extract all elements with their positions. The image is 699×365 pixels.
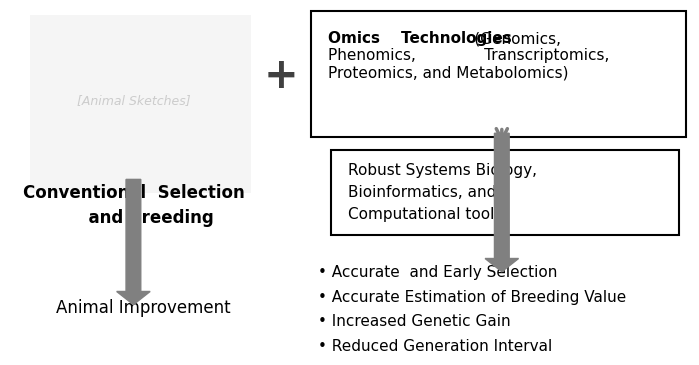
Text: Omics    Technologies: Omics Technologies xyxy=(328,31,512,46)
Text: +: + xyxy=(264,54,298,97)
Text: Conventional  Selection
      and Breeding: Conventional Selection and Breeding xyxy=(22,184,244,227)
Text: Robust Systems Biology,
Bioinformatics, and
Computational tools: Robust Systems Biology, Bioinformatics, … xyxy=(348,163,537,222)
FancyArrow shape xyxy=(117,179,150,305)
Text: (Genomics,
Phenomics,              Transcriptomics,
Proteomics, and Metabolomics: (Genomics, Phenomics, Transcriptomics, P… xyxy=(328,31,609,81)
Text: [Animal Sketches]: [Animal Sketches] xyxy=(77,94,190,107)
Text: Animal Improvement: Animal Improvement xyxy=(57,299,231,317)
FancyBboxPatch shape xyxy=(331,150,679,235)
FancyBboxPatch shape xyxy=(311,11,686,137)
FancyArrow shape xyxy=(485,133,519,272)
FancyBboxPatch shape xyxy=(29,15,251,193)
Text: • Accurate  and Early Selection
• Accurate Estimation of Breeding Value
• Increa: • Accurate and Early Selection • Accurat… xyxy=(317,265,626,354)
